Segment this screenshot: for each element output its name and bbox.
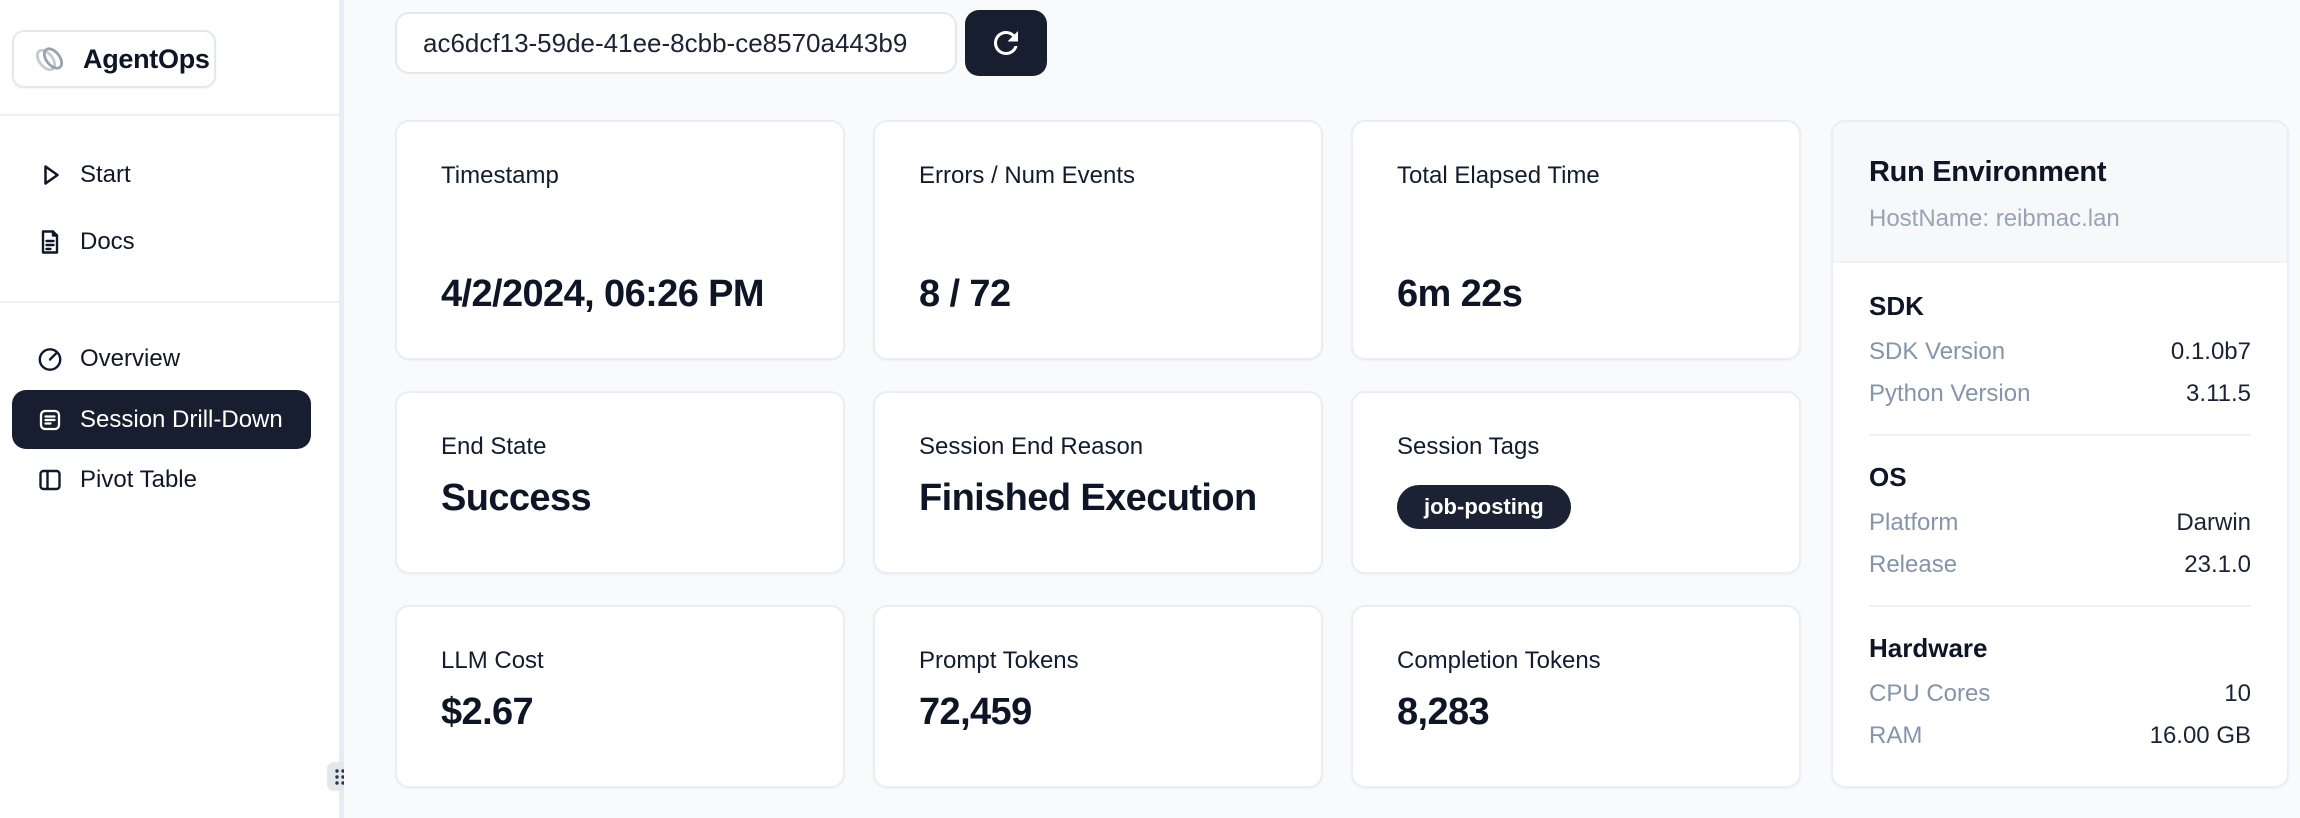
card-label: LLM Cost <box>441 647 544 674</box>
env-divider <box>1869 434 2251 436</box>
card-label: End State <box>441 433 547 460</box>
session-id-input[interactable] <box>395 12 957 74</box>
env-row-value: 16.00 GB <box>2149 722 2251 749</box>
env-divider <box>1869 605 2251 607</box>
env-row-value: 23.1.0 <box>2184 551 2251 578</box>
env-row: CPU Cores 10 <box>1869 680 2251 708</box>
card-value: 4/2/2024, 06:26 PM <box>441 272 765 315</box>
sidebar-item-overview[interactable]: Overview <box>0 332 339 386</box>
card-value: 8 / 72 <box>919 272 1011 315</box>
card-label: Errors / Num Events <box>919 162 1136 189</box>
sidebar-nav-main: Overview Session Drill-Down <box>0 332 339 507</box>
env-row-value: 0.1.0b7 <box>2170 338 2251 365</box>
card-value: 72,459 <box>919 691 1032 733</box>
env-row: Platform Darwin <box>1869 509 2251 537</box>
refresh-button[interactable] <box>965 10 1047 76</box>
sidebar-item-label: Pivot Table <box>80 466 197 493</box>
agentops-logo[interactable]: AgentOps <box>12 30 216 88</box>
card-value: Finished Execution <box>919 477 1257 519</box>
card-label: Session Tags <box>1397 433 1540 460</box>
sidebar-item-pivot-table[interactable]: Pivot Table <box>0 453 339 507</box>
sidebar-item-label: Session Drill-Down <box>80 405 283 433</box>
env-row: SDK Version 0.1.0b7 <box>1869 338 2251 366</box>
sidebar-item-docs[interactable]: Docs <box>0 215 339 269</box>
card-label: Timestamp <box>441 162 559 189</box>
env-row-value: 10 <box>2224 680 2251 707</box>
session-tag-badge: job-posting <box>1397 485 1571 529</box>
card-session-tags: Session Tags job-posting <box>1351 391 1801 574</box>
env-row-label: Python Version <box>1869 380 2031 407</box>
play-icon <box>36 161 64 189</box>
env-row-label: RAM <box>1869 722 1923 749</box>
sidebar-item-session-drill-down[interactable]: Session Drill-Down <box>12 390 311 449</box>
card-value: $2.67 <box>441 691 534 733</box>
list-square-icon <box>36 406 64 434</box>
env-row-label: Platform <box>1869 509 1959 536</box>
card-completion-tokens: Completion Tokens 8,283 <box>1351 605 1801 788</box>
metric-cards-grid: Timestamp 4/2/2024, 06:26 PM Errors / Nu… <box>395 120 1801 788</box>
refresh-icon <box>988 25 1024 61</box>
card-llm-cost: LLM Cost $2.67 <box>395 605 845 788</box>
card-label: Prompt Tokens <box>919 647 1079 674</box>
sidebar-item-label: Overview <box>80 345 181 372</box>
run-environment-body: SDK SDK Version 0.1.0b7 Python Version 3… <box>1833 263 2287 750</box>
env-section-sdk: SDK <box>1869 291 1924 321</box>
card-label: Completion Tokens <box>1397 647 1601 674</box>
run-environment-header: Run Environment HostName: reibmac.lan <box>1833 122 2287 263</box>
sidebar-resize-divider <box>339 0 344 818</box>
sidebar-item-label: Docs <box>80 228 135 255</box>
sidebar-nav-top: Start Docs <box>0 148 339 269</box>
env-section-os: OS <box>1869 462 1907 492</box>
env-row: Release 23.1.0 <box>1869 551 2251 579</box>
card-errors-num-events: Errors / Num Events 8 / 72 <box>873 120 1323 360</box>
env-row: Python Version 3.11.5 <box>1869 380 2251 408</box>
env-row-label: CPU Cores <box>1869 680 1991 707</box>
card-session-end-reason: Session End Reason Finished Execution <box>873 391 1323 574</box>
main-content: Timestamp 4/2/2024, 06:26 PM Errors / Nu… <box>344 0 2300 818</box>
sidebar-item-start[interactable]: Start <box>0 148 339 202</box>
card-value: 8,283 <box>1397 691 1490 733</box>
logo-label: AgentOps <box>83 43 210 74</box>
env-section-hardware: Hardware <box>1869 633 1988 663</box>
card-value: Success <box>441 477 592 519</box>
env-row-value: Darwin <box>2176 509 2251 536</box>
gauge-icon <box>36 345 64 373</box>
sidebar-divider-top <box>0 114 339 116</box>
sidebar: AgentOps Start <box>0 0 339 818</box>
split-panel-icon <box>36 466 64 494</box>
card-label: Session End Reason <box>919 433 1144 460</box>
card-total-elapsed-time: Total Elapsed Time 6m 22s <box>1351 120 1801 360</box>
run-environment-title: Run Environment <box>1869 156 2107 188</box>
card-label: Total Elapsed Time <box>1397 162 1600 189</box>
env-row-label: Release <box>1869 551 1958 578</box>
sidebar-divider-mid <box>0 301 339 303</box>
env-row: RAM 16.00 GB <box>1869 722 2251 750</box>
hostname-text: HostName: reibmac.lan <box>1869 205 2120 232</box>
card-prompt-tokens: Prompt Tokens 72,459 <box>873 605 1323 788</box>
env-row-label: SDK Version <box>1869 338 2006 365</box>
paperclip-logo-icon <box>30 39 70 79</box>
card-timestamp: Timestamp 4/2/2024, 06:26 PM <box>395 120 845 360</box>
card-value: 6m 22s <box>1397 272 1523 315</box>
card-end-state: End State Success <box>395 391 845 574</box>
env-row-value: 3.11.5 <box>2186 380 2251 407</box>
run-environment-panel: Run Environment HostName: reibmac.lan SD… <box>1831 120 2289 788</box>
document-icon <box>36 228 64 256</box>
sidebar-item-label: Start <box>80 161 131 188</box>
